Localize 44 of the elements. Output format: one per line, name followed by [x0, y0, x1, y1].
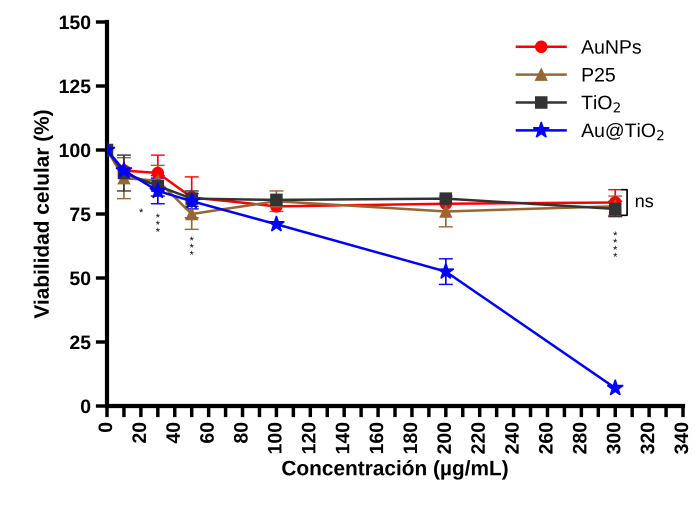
- y-tick-label: 0: [80, 399, 90, 414]
- x-tick-label: 120: [302, 422, 316, 454]
- y-tick-label: 100: [60, 143, 90, 158]
- annotation: ns: [636, 197, 654, 208]
- point: [437, 262, 454, 280]
- annotation: ***: [156, 214, 160, 232]
- x-tick-label: 280: [572, 422, 587, 454]
- x-tick-label: 180: [403, 422, 418, 454]
- legend-label: P25: [582, 68, 615, 82]
- x-tick-label: 140: [336, 422, 350, 454]
- x-tick-label: 260: [538, 422, 553, 454]
- x-tick-label: 40: [166, 422, 180, 444]
- x-tick-label: 0: [98, 422, 112, 432]
- legend-label: TiO$_{2}$: [582, 95, 620, 112]
- point: [606, 379, 624, 396]
- y-tick-label: 50: [70, 271, 90, 286]
- x-tick-label: 80: [234, 422, 248, 443]
- x-tick-label: 200: [437, 422, 452, 454]
- x-tick-label: 300: [606, 422, 620, 454]
- x-tick-label: 220: [471, 422, 485, 454]
- annotation: *: [139, 208, 144, 212]
- x-tick-label: 20: [132, 422, 146, 443]
- annotation: ****: [613, 232, 618, 257]
- y-tick-label: 25: [70, 335, 90, 350]
- x-axis-title: Concentración (µg/mL): [282, 460, 508, 480]
- annotation: ***: [190, 236, 194, 255]
- point: [440, 205, 452, 218]
- y-tick-label: 125: [60, 79, 90, 94]
- y-tick-label: 75: [70, 208, 90, 222]
- x-tick-label: 320: [640, 422, 654, 454]
- point: [149, 182, 166, 198]
- legend-label: AuNPs: [581, 40, 641, 54]
- point: [268, 215, 286, 232]
- x-tick-label: 160: [370, 422, 384, 454]
- point: [440, 192, 452, 205]
- point: [185, 208, 198, 220]
- y-axis-title: Viabilidad celular (%): [34, 110, 54, 318]
- x-tick-label: 340: [674, 422, 688, 454]
- y-tick-label: 150: [60, 15, 90, 30]
- point: [115, 161, 133, 178]
- x-tick-label: 60: [200, 422, 214, 443]
- x-tick-label: 100: [268, 422, 282, 454]
- legend-label: Au@TiO$_{2}$: [581, 122, 664, 140]
- x-tick-label: 240: [505, 422, 519, 454]
